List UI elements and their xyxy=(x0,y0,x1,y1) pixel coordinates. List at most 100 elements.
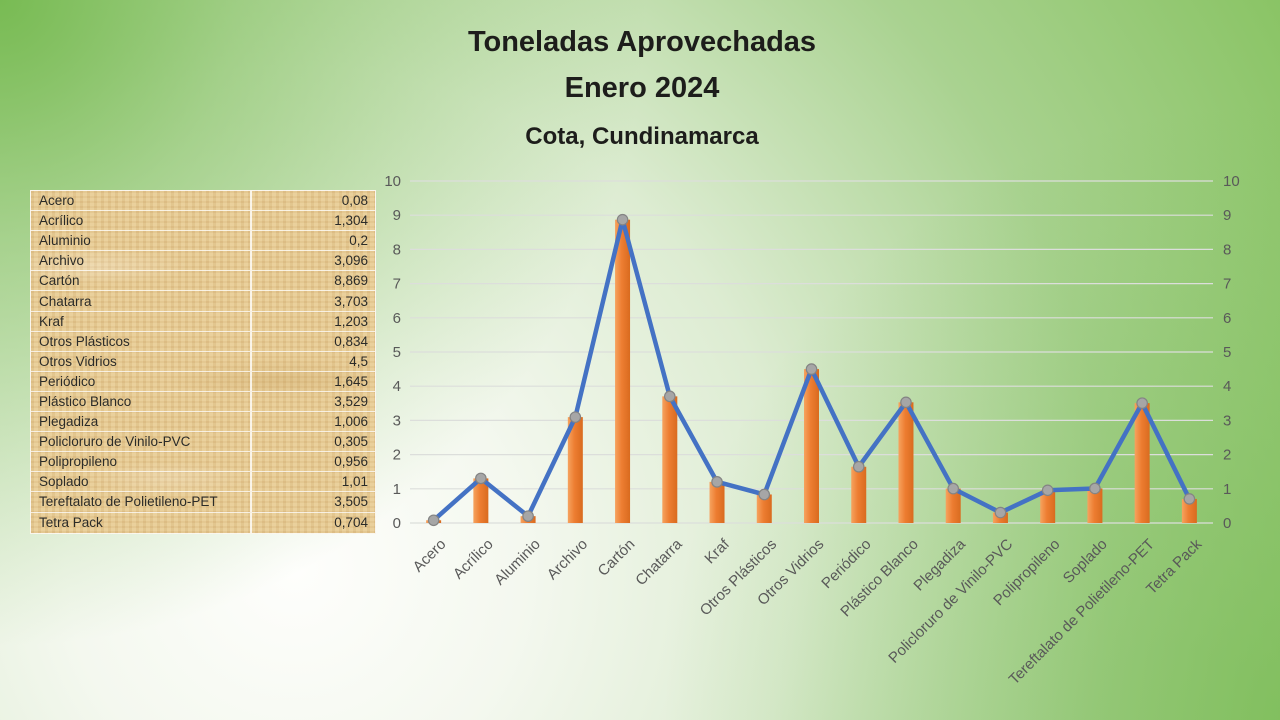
table-cell-material: Policloruro de Vinilo-PVC xyxy=(39,434,191,450)
table-row: Tetra Pack 0,704 xyxy=(31,512,375,533)
table-row: Policloruro de Vinilo-PVC 0,305 xyxy=(31,432,375,453)
table-cell-tonnage: 1,006 xyxy=(250,412,375,432)
bar-Soplado xyxy=(1087,488,1103,523)
table-row: Chatarra 3,703 xyxy=(31,291,375,312)
y-axis-label-left: 5 xyxy=(393,344,401,361)
y-axis-label-left: 6 xyxy=(393,310,401,327)
table-cell-tonnage: 1,203 xyxy=(250,311,375,331)
table-cell-material: Otros Vidrios xyxy=(39,353,117,369)
table-cell-tonnage: 3,529 xyxy=(250,391,375,412)
line-marker-Policloruro de Vinilo-PVC xyxy=(994,506,1007,519)
table-cell-material: Acero xyxy=(39,193,75,209)
table-row: Acrílico 1,304 xyxy=(31,211,375,232)
y-axis-label-right: 4 xyxy=(1223,378,1231,395)
bar-Otros Plásticos xyxy=(756,494,772,523)
bar-Tereftalato de Polietileno-PET xyxy=(1134,403,1150,523)
title-line-2: Enero 2024 xyxy=(564,72,720,104)
table-cell-material: Tereftalato de Polietileno-PET xyxy=(39,494,218,510)
line-marker-Aluminio xyxy=(522,510,534,522)
table-cell-material: Otros Plásticos xyxy=(39,333,130,349)
bar-Acrílico xyxy=(473,478,489,523)
y-axis-label-left: 4 xyxy=(393,378,401,395)
line-marker-Acero xyxy=(427,514,440,527)
y-axis-label-left: 1 xyxy=(393,481,401,498)
line-marker-Otros Vidrios xyxy=(805,363,818,375)
y-axis-label-right: 0 xyxy=(1223,515,1231,532)
y-axis-label-right: 7 xyxy=(1223,276,1231,293)
y-axis-label-left: 0 xyxy=(393,515,401,532)
data-table: Acero 0,08 Acrílico 1,304 Aluminio 0,2 Archivo… xyxy=(30,190,376,534)
bar-Periódico xyxy=(851,466,867,523)
table-cell-material: Tetra Pack xyxy=(39,515,103,531)
line-marker-Kraf xyxy=(711,476,723,488)
y-axis-label-left: 2 xyxy=(393,447,401,464)
table-row: Archivo 3,096 xyxy=(31,251,375,272)
table-cell-material: Polipropileno xyxy=(39,454,118,470)
y-axis-label-left: 8 xyxy=(393,241,401,258)
y-axis-label-left: 7 xyxy=(393,276,401,293)
bar-Plegadiza xyxy=(945,488,961,523)
bar-Cartón xyxy=(615,219,631,523)
table-cell-tonnage: 0,956 xyxy=(250,452,375,472)
table-row: Periódico 1,645 xyxy=(31,371,375,392)
x-axis-label: Acrílico xyxy=(450,536,497,583)
y-axis-label-right: 5 xyxy=(1223,344,1231,361)
table-cell-material: Plástico Blanco xyxy=(39,393,132,409)
table-row: Kraf 1,203 xyxy=(31,311,375,332)
y-axis-label-left: 10 xyxy=(384,173,401,190)
bar-Archivo xyxy=(567,417,583,523)
x-axis-label: Cartón xyxy=(595,536,639,580)
line-marker-Otros Plásticos xyxy=(758,488,771,501)
table-row: Plegadiza 1,006 xyxy=(31,412,375,433)
y-axis-label-left: 9 xyxy=(393,207,401,224)
table-cell-tonnage: 4,5 xyxy=(250,351,375,371)
table-cell-material: Soplado xyxy=(39,474,89,490)
title-subtitle: Cota, Cundinamarca xyxy=(525,123,759,150)
x-axis-label: Kraf xyxy=(701,535,733,567)
table-row: Plástico Blanco 3,529 xyxy=(31,391,375,413)
y-axis-label-right: 3 xyxy=(1223,412,1231,429)
table-row: Soplado 1,01 xyxy=(31,472,375,493)
table-cell-material: Periódico xyxy=(39,373,96,389)
y-axis-label-right: 10 xyxy=(1223,173,1240,190)
line-marker-Acrílico xyxy=(475,472,487,485)
line-marker-Periódico xyxy=(852,460,865,473)
table-cell-material: Chatarra xyxy=(39,293,92,309)
line-marker-Cartón xyxy=(616,213,629,226)
line-marker-Tetra Pack xyxy=(1183,493,1196,505)
table-cell-tonnage: 0,704 xyxy=(250,512,375,533)
table-cell-tonnage: 0,2 xyxy=(250,231,375,251)
bar-Kraf xyxy=(709,481,725,523)
table-row: Otros Plásticos 0,834 xyxy=(31,331,375,352)
x-axis-label: Aluminio xyxy=(491,536,544,589)
line-marker-Plegadiza xyxy=(947,482,960,495)
line-marker-Tereftalato de Polietileno-PET xyxy=(1136,397,1148,409)
table-cell-material: Cartón xyxy=(39,273,80,289)
chart-title-block: Toneladas Aprovechadas Enero 2024 Cota, … xyxy=(322,28,962,149)
table-cell-tonnage: 3,703 xyxy=(250,291,375,311)
table-row: Polipropileno 0,956 xyxy=(31,452,375,473)
table-row: Tereftalato de Polietileno-PET 3,505 xyxy=(31,492,375,513)
table-cell-tonnage: 1,645 xyxy=(250,371,375,391)
y-axis-label-right: 2 xyxy=(1223,447,1231,464)
bar-Otros Vidrios xyxy=(804,369,819,523)
line-marker-Polipropileno xyxy=(1041,484,1054,497)
table-cell-material: Aluminio xyxy=(39,233,91,249)
bar-Chatarra xyxy=(662,396,678,523)
table-row: Aluminio 0,2 xyxy=(31,231,375,252)
y-axis-label-right: 9 xyxy=(1223,207,1231,224)
y-axis-label-right: 1 xyxy=(1223,481,1231,498)
title-line-1: Toneladas Aprovechadas xyxy=(467,26,817,58)
line-marker-Plástico Blanco xyxy=(900,396,912,409)
x-axis-label: Archivo xyxy=(544,536,591,583)
y-axis-label-right: 6 xyxy=(1223,310,1231,327)
table-cell-tonnage: 3,096 xyxy=(250,251,375,271)
line-marker-Soplado xyxy=(1089,482,1101,495)
table-cell-tonnage: 8,869 xyxy=(250,271,375,291)
table-cell-tonnage: 0,834 xyxy=(250,331,375,351)
x-axis-label: Acero xyxy=(410,536,450,576)
table-row: Otros Vidrios 4,5 xyxy=(31,351,375,372)
table-cell-tonnage: 0,08 xyxy=(250,191,375,211)
bar-Polipropileno xyxy=(1040,490,1056,523)
